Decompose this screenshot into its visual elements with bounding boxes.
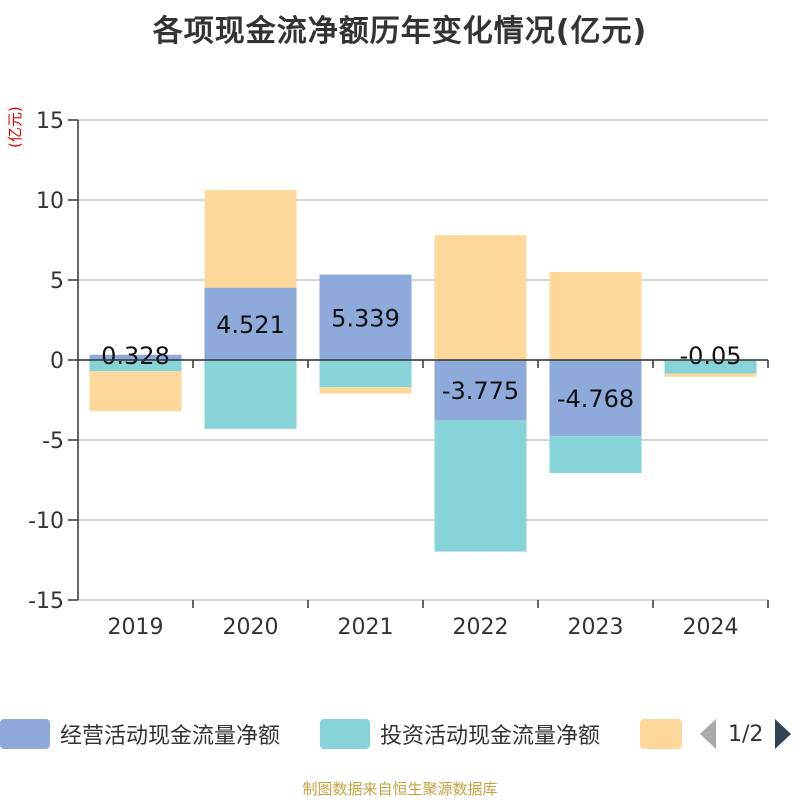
data-label-operating-2019: 0.328 — [101, 342, 170, 370]
legend-prev-page-icon[interactable] — [700, 719, 716, 749]
bar-operating-2021 — [319, 274, 412, 360]
bar-financing-2019 — [89, 371, 182, 412]
legend-next-page-icon[interactable] — [775, 719, 792, 749]
data-label-operating-2021: 5.339 — [331, 304, 400, 332]
legend-item-investing[interactable]: 投资活动现金流量净额 — [320, 716, 600, 752]
y-tick-label: -5 — [42, 429, 64, 454]
legend-swatch-investing — [320, 719, 370, 749]
bar-investing-2024 — [664, 360, 757, 374]
y-tick-label: 15 — [36, 109, 64, 134]
bar-financing-2021 — [319, 387, 412, 394]
legend-label-operating: 经营活动现金流量净额 — [60, 724, 281, 749]
bar-investing-2022 — [434, 420, 527, 552]
x-tick-label-2020: 2020 — [223, 615, 279, 640]
x-tick-label-2023: 2023 — [568, 615, 624, 640]
bar-financing-2023 — [549, 272, 642, 360]
legend-swatch-operating — [0, 719, 50, 749]
legend: 经营活动现金流量净额 投资活动现金流量净额 — [0, 716, 800, 756]
legend-pager: 1/2 — [700, 716, 792, 752]
x-tick-label-2021: 2021 — [338, 615, 394, 640]
y-tick-label: 5 — [50, 269, 64, 294]
bar-financing-2022 — [434, 235, 527, 360]
legend-item-operating[interactable]: 经营活动现金流量净额 — [0, 716, 280, 752]
data-label-operating-2023: -4.768 — [557, 385, 634, 413]
bar-operating-2019 — [89, 354, 182, 360]
x-tick-label-2022: 2022 — [453, 615, 509, 640]
y-tick-label: -15 — [28, 589, 64, 614]
data-label-operating-2024: -0.05 — [679, 342, 741, 370]
legend-swatch-financing — [640, 719, 682, 749]
chart-title: 各项现金流净额历年变化情况(亿元) — [152, 14, 648, 49]
x-tick-label-2024: 2024 — [683, 615, 739, 640]
bar-investing-2019 — [89, 360, 182, 372]
bar-chart: 15 10 5 0 -5 -10 -15 0.328 2019 4.521 2020 5.339 202… — [28, 109, 769, 640]
x-tick-label-2019: 2019 — [108, 615, 164, 640]
data-source-note: 制图数据来自恒生聚源数据库 — [302, 780, 498, 798]
bar-operating-2022 — [434, 360, 527, 421]
bar-financing-2024 — [664, 373, 757, 377]
bar-investing-2021 — [319, 360, 412, 388]
bar-investing-2023 — [549, 436, 642, 474]
y-tick-label: -10 — [28, 509, 64, 534]
data-label-operating-2020: 4.521 — [216, 311, 285, 339]
legend-item-financing[interactable] — [640, 716, 682, 752]
data-label-operating-2022: -3.775 — [442, 377, 519, 405]
y-tick-label: 10 — [36, 189, 64, 214]
legend-page-indicator: 1/2 — [728, 721, 764, 747]
bar-operating-2020 — [204, 287, 297, 360]
y-tick-label: 0 — [50, 349, 64, 374]
legend-label-investing: 投资活动现金流量净额 — [380, 724, 601, 749]
bar-financing-2020 — [204, 190, 297, 288]
bar-operating-2023 — [549, 360, 642, 437]
bar-investing-2020 — [204, 360, 297, 429]
